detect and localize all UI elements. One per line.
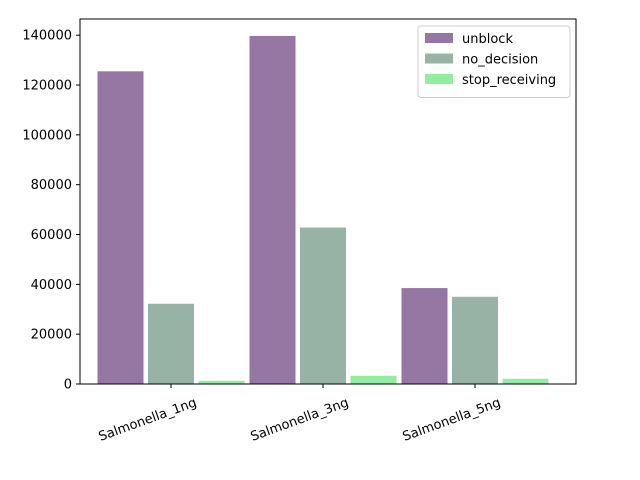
bar-unblock-Salmonella_3ng xyxy=(249,35,296,384)
y-tick-label: 100000 xyxy=(22,128,72,143)
x-tick-label: Salmonella_3ng xyxy=(249,395,351,444)
bar-no_decision-Salmonella_1ng xyxy=(148,303,194,384)
legend-label-unblock: unblock xyxy=(462,32,513,47)
y-tick-label: 140000 xyxy=(22,29,72,44)
x-tick-label: Salmonella_1ng xyxy=(97,395,199,444)
bars-group xyxy=(97,35,549,384)
bar-unblock-Salmonella_5ng xyxy=(401,288,448,384)
plot-frame xyxy=(79,18,577,385)
y-tick-label: 20000 xyxy=(31,328,72,343)
bar-no_decision-Salmonella_3ng xyxy=(300,227,346,384)
x-axis: Salmonella_1ng Salmonella_3ng Salmonella_5… xyxy=(97,384,503,445)
y-tick-label: 60000 xyxy=(31,228,72,243)
y-axis: 0 20000 40000 60000 80000 100000 120000 140000 xyxy=(22,29,80,393)
legend-box xyxy=(417,25,571,98)
bar-stop_receiving-Salmonella_5ng xyxy=(502,378,549,384)
bar-no_decision-Salmonella_5ng xyxy=(452,296,498,384)
legend: unblock no_decision stop_receiving xyxy=(417,25,571,98)
legend-label-no_decision: no_decision xyxy=(462,53,538,68)
legend-swatch-no_decision xyxy=(425,53,453,64)
y-tick-label: 80000 xyxy=(31,178,72,193)
bar-unblock-Salmonella_1ng xyxy=(97,71,144,384)
legend-swatch-unblock xyxy=(425,33,453,43)
legend-label-stop_receiving: stop_receiving xyxy=(462,73,556,88)
bar-stop_receiving-Salmonella_3ng xyxy=(350,375,397,384)
y-tick-label: 120000 xyxy=(22,79,72,94)
legend-swatch-stop_receiving xyxy=(425,74,453,84)
y-tick-label: 40000 xyxy=(31,278,72,293)
y-tick-label: 0 xyxy=(64,378,72,393)
x-tick-label: Salmonella_5ng xyxy=(401,395,503,444)
bar-stop_receiving-Salmonella_1ng xyxy=(198,380,245,384)
